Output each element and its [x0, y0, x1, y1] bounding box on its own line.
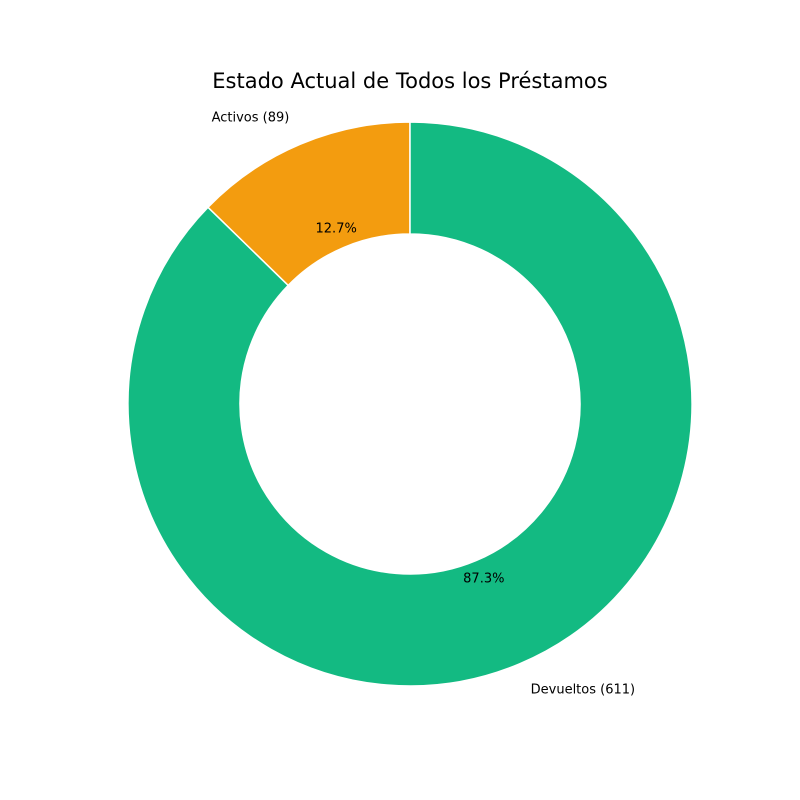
slices-group: [127, 121, 693, 687]
slice-percent-1: 87.3%: [463, 571, 504, 586]
chart-title: Estado Actual de Todos los Préstamos: [212, 69, 607, 93]
donut-slice-1: [127, 121, 693, 687]
slice-label-1: Devueltos (611): [531, 682, 635, 697]
slice-percent-0: 12.7%: [316, 222, 357, 237]
labels-group: Activos (89) 12.7% Devueltos (611) 87.3%: [212, 111, 636, 698]
slice-label-0: Activos (89): [212, 111, 290, 126]
